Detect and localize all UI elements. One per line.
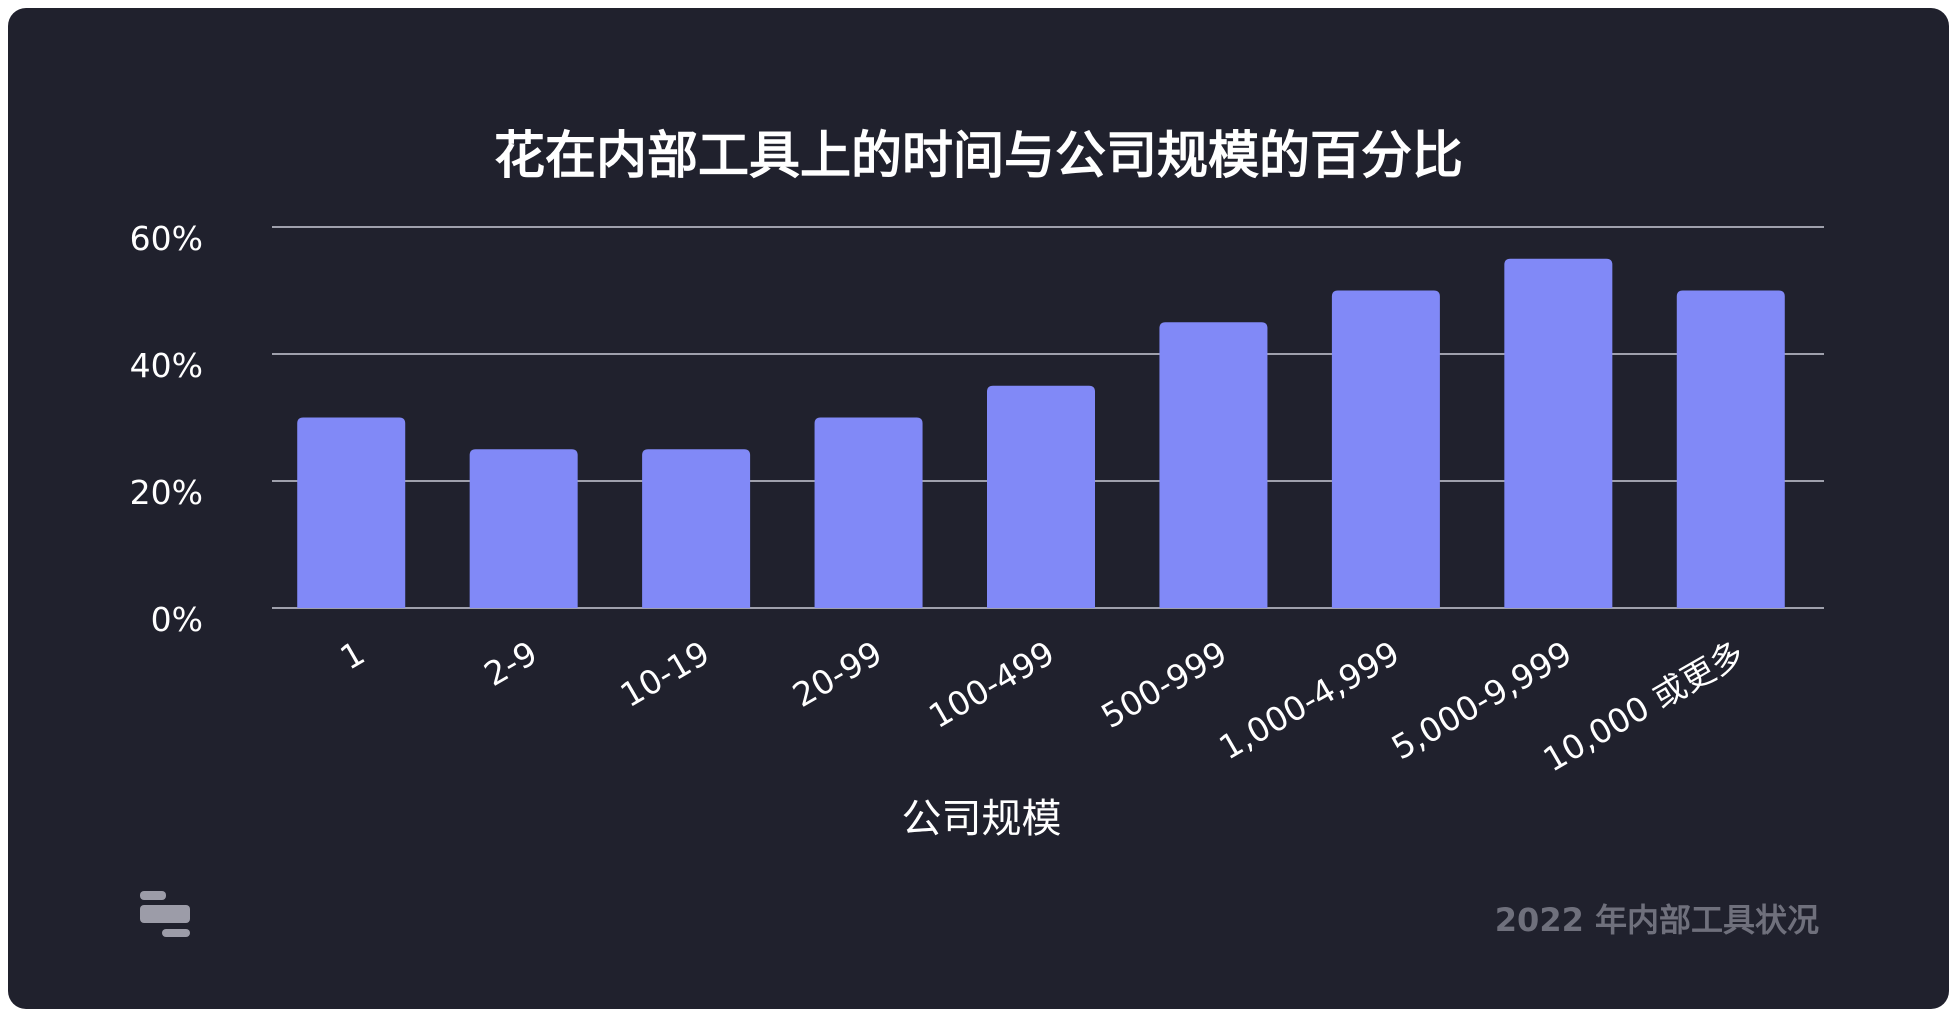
bar-20-99: [814, 417, 923, 608]
bar-5,000-9,999: [1504, 258, 1613, 608]
x-tick-label: 1,000-4,999: [1212, 633, 1405, 767]
bar-1: [297, 417, 406, 608]
bar-100-499: [987, 385, 1095, 608]
bar-10-19: [642, 449, 751, 608]
x-tick-label: 500-999: [1095, 633, 1234, 736]
y-tick-label: 0%: [151, 600, 203, 639]
bar-500-999: [1159, 322, 1268, 608]
bar-chart: 0% 20% 40% 60% 1 2-9 10-19 20-99 100-499 500-9991…: [130, 219, 1824, 779]
y-tick-label: 60%: [130, 219, 203, 258]
x-tick-label: 1: [334, 633, 372, 677]
bar-1,000-4,999: [1331, 290, 1440, 608]
chart-title: 花在内部工具上的时间与公司规模的百分比: [493, 127, 1463, 186]
y-tick-label: 20%: [130, 473, 203, 512]
bar-10,000 或更多: [1676, 290, 1785, 608]
x-tick-label: 10-19: [614, 633, 717, 715]
x-axis-label: 公司规模: [901, 796, 1062, 842]
x-tick-label: 100-499: [922, 633, 1061, 736]
y-tick-label: 40%: [130, 346, 203, 385]
bar-2-9: [469, 449, 578, 608]
chart-card: 0% 20% 40% 60% 1 2-9 10-19 20-99 100-499 500-999 1…: [8, 8, 1949, 1009]
source-footer: 2022 年内部工具状况: [1494, 901, 1819, 939]
x-tick-label: 2-9: [477, 633, 543, 694]
x-tick-label: 20-99: [786, 633, 889, 715]
retool-logo-icon: [140, 891, 190, 937]
